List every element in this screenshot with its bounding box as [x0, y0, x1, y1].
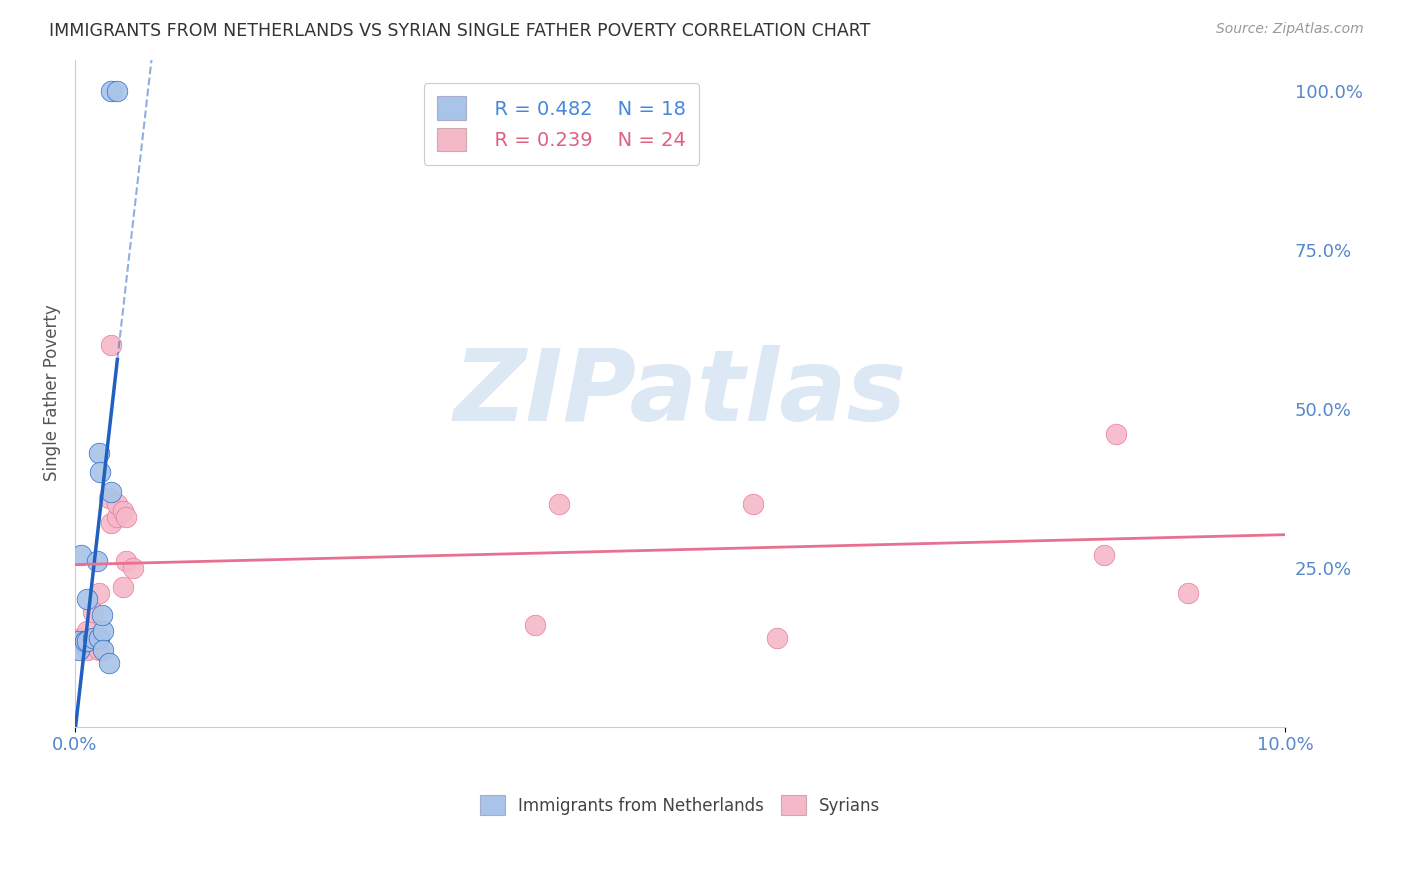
Point	[70, 631, 93, 645]
Point	[100, 84, 122, 98]
Point	[1177, 586, 1199, 600]
Point	[548, 497, 571, 511]
Point	[114, 554, 136, 568]
Point	[100, 338, 122, 352]
Point	[82, 631, 104, 645]
Point	[766, 631, 789, 645]
Text: IMMIGRANTS FROM NETHERLANDS VS SYRIAN SINGLE FATHER POVERTY CORRELATION CHART: IMMIGRANTS FROM NETHERLANDS VS SYRIAN SI…	[49, 22, 870, 40]
Point	[76, 633, 98, 648]
Point	[105, 497, 128, 511]
Legend: Immigrants from Netherlands, Syrians: Immigrants from Netherlands, Syrians	[474, 789, 887, 822]
Point	[89, 466, 111, 480]
Point	[91, 643, 114, 657]
Point	[100, 484, 122, 499]
Point	[67, 633, 90, 648]
Point	[76, 592, 98, 607]
Point	[100, 516, 122, 531]
Point	[86, 554, 108, 568]
Point	[112, 503, 135, 517]
Point	[741, 497, 763, 511]
Point	[89, 631, 111, 645]
Point	[1092, 548, 1115, 562]
Point	[82, 605, 104, 619]
Point	[76, 624, 98, 639]
Point	[67, 633, 90, 648]
Point	[70, 548, 93, 562]
Text: Source: ZipAtlas.com: Source: ZipAtlas.com	[1216, 22, 1364, 37]
Point	[523, 618, 546, 632]
Point	[97, 491, 120, 505]
Point	[67, 643, 90, 657]
Point	[114, 510, 136, 524]
Point	[112, 580, 135, 594]
Point	[1105, 427, 1128, 442]
Point	[89, 446, 111, 460]
Point	[76, 643, 98, 657]
Point	[73, 633, 96, 648]
Point	[105, 84, 128, 98]
Text: ZIPatlas: ZIPatlas	[454, 344, 907, 442]
Point	[97, 656, 120, 670]
Y-axis label: Single Father Poverty: Single Father Poverty	[44, 305, 60, 482]
Point	[105, 510, 128, 524]
Point	[122, 560, 145, 574]
Point	[91, 624, 114, 639]
Point	[90, 608, 112, 623]
Point	[89, 586, 111, 600]
Point	[89, 643, 111, 657]
